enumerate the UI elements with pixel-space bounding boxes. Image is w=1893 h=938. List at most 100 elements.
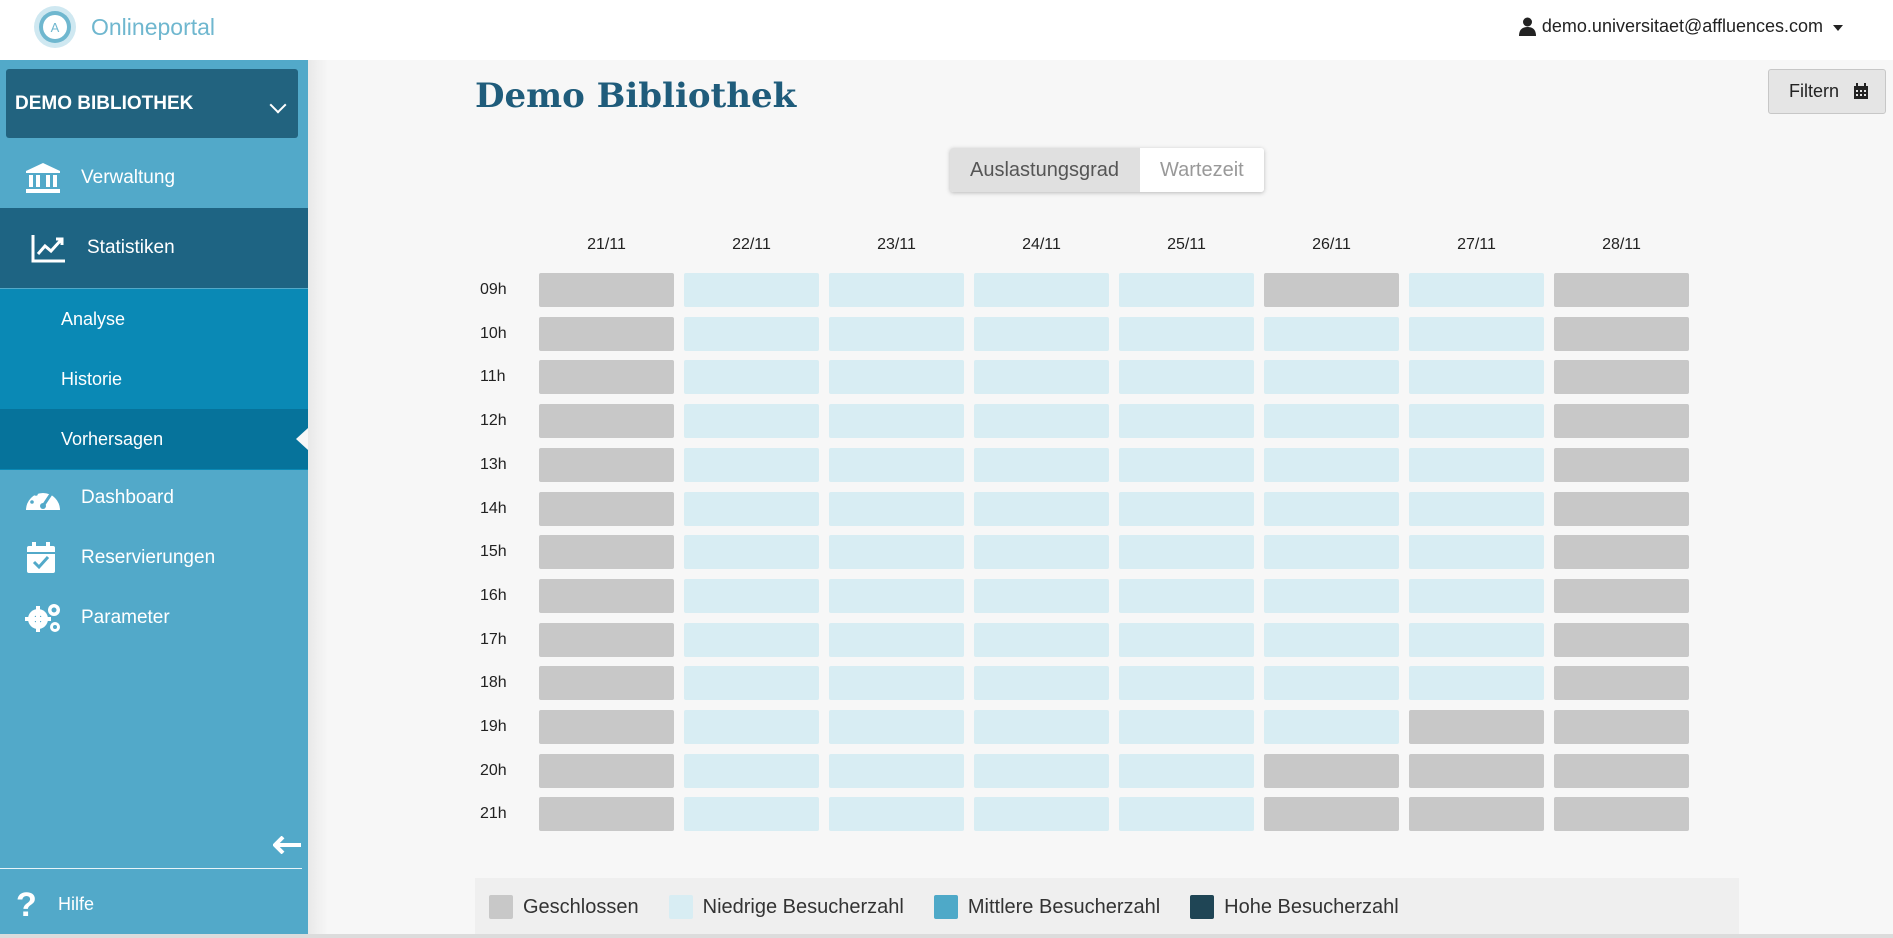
heatmap-cell[interactable] bbox=[684, 447, 819, 482]
sidebar-item-reservierungen[interactable]: Reservierungen bbox=[0, 528, 308, 588]
heatmap-cell[interactable] bbox=[974, 360, 1109, 395]
heatmap-cell[interactable] bbox=[684, 491, 819, 526]
heatmap-cell[interactable] bbox=[539, 535, 674, 570]
heatmap-cell[interactable] bbox=[1409, 491, 1544, 526]
heatmap-cell[interactable] bbox=[974, 797, 1109, 832]
user-menu[interactable]: demo.universitaet@affluences.com bbox=[1518, 16, 1843, 37]
heatmap-cell[interactable] bbox=[539, 316, 674, 351]
heatmap-cell[interactable] bbox=[539, 666, 674, 701]
heatmap-cell[interactable] bbox=[829, 273, 964, 307]
heatmap-cell[interactable] bbox=[829, 491, 964, 526]
heatmap-cell[interactable] bbox=[829, 535, 964, 570]
heatmap-cell[interactable] bbox=[539, 753, 674, 788]
heatmap-cell[interactable] bbox=[974, 447, 1109, 482]
heatmap-cell[interactable] bbox=[974, 710, 1109, 744]
sidebar-item-dashboard[interactable]: Dashboard bbox=[0, 468, 308, 528]
heatmap-cell[interactable] bbox=[1554, 447, 1689, 482]
heatmap-cell[interactable] bbox=[684, 316, 819, 351]
heatmap-cell[interactable] bbox=[1554, 753, 1689, 788]
heatmap-cell[interactable] bbox=[684, 622, 819, 657]
sidebar-subitem-analyse[interactable]: Analyse bbox=[61, 308, 126, 329]
heatmap-cell[interactable] bbox=[1264, 491, 1399, 526]
heatmap-cell[interactable] bbox=[1119, 797, 1254, 832]
heatmap-cell[interactable] bbox=[1554, 622, 1689, 657]
heatmap-cell[interactable] bbox=[1119, 622, 1254, 657]
heatmap-cell[interactable] bbox=[1554, 316, 1689, 351]
heatmap-cell[interactable] bbox=[1409, 797, 1544, 832]
heatmap-cell[interactable] bbox=[1554, 797, 1689, 832]
filter-button[interactable]: Filtern bbox=[1768, 69, 1886, 114]
heatmap-cell[interactable] bbox=[829, 710, 964, 744]
heatmap-cell[interactable] bbox=[684, 710, 819, 744]
heatmap-cell[interactable] bbox=[1119, 491, 1254, 526]
heatmap-cell[interactable] bbox=[829, 360, 964, 395]
heatmap-cell[interactable] bbox=[684, 666, 819, 701]
sidebar-subitem-historie[interactable]: Historie bbox=[61, 368, 123, 389]
heatmap-cell[interactable] bbox=[1554, 578, 1689, 613]
heatmap-cell[interactable] bbox=[1264, 622, 1399, 657]
sidebar-item-parameter[interactable]: Parameter bbox=[0, 588, 308, 648]
heatmap-cell[interactable] bbox=[684, 535, 819, 570]
logo-icon[interactable]: A bbox=[32, 4, 78, 50]
heatmap-cell[interactable] bbox=[684, 273, 819, 307]
heatmap-cell[interactable] bbox=[1119, 273, 1254, 307]
heatmap-cell[interactable] bbox=[829, 622, 964, 657]
heatmap-cell[interactable] bbox=[1409, 666, 1544, 701]
heatmap-cell[interactable] bbox=[539, 360, 674, 395]
heatmap-cell[interactable] bbox=[974, 491, 1109, 526]
heatmap-cell[interactable] bbox=[1554, 491, 1689, 526]
heatmap-cell[interactable] bbox=[829, 316, 964, 351]
heatmap-cell[interactable] bbox=[1554, 535, 1689, 570]
heatmap-cell[interactable] bbox=[1264, 578, 1399, 613]
heatmap-cell[interactable] bbox=[1119, 578, 1254, 613]
collapse-sidebar-icon[interactable] bbox=[273, 836, 303, 854]
help-link[interactable]: ? Hilfe bbox=[0, 876, 308, 931]
heatmap-cell[interactable] bbox=[1554, 273, 1689, 307]
heatmap-cell[interactable] bbox=[829, 666, 964, 701]
heatmap-cell[interactable] bbox=[1264, 360, 1399, 395]
heatmap-cell[interactable] bbox=[684, 578, 819, 613]
heatmap-cell[interactable] bbox=[829, 404, 964, 439]
heatmap-cell[interactable] bbox=[974, 273, 1109, 307]
heatmap-cell[interactable] bbox=[974, 666, 1109, 701]
toggle-wartezeit[interactable]: Wartezeit bbox=[1140, 148, 1264, 192]
heatmap-cell[interactable] bbox=[1264, 447, 1399, 482]
heatmap-cell[interactable] bbox=[1119, 360, 1254, 395]
library-select[interactable]: DEMO BIBLIOTHEK bbox=[6, 69, 298, 138]
toggle-auslastungsgrad[interactable]: Auslastungsgrad bbox=[950, 148, 1140, 192]
heatmap-cell[interactable] bbox=[1554, 710, 1689, 744]
heatmap-cell[interactable] bbox=[1409, 360, 1544, 395]
heatmap-cell[interactable] bbox=[539, 273, 674, 307]
heatmap-cell[interactable] bbox=[539, 578, 674, 613]
heatmap-cell[interactable] bbox=[1119, 535, 1254, 570]
heatmap-cell[interactable] bbox=[539, 797, 674, 832]
heatmap-cell[interactable] bbox=[829, 578, 964, 613]
heatmap-cell[interactable] bbox=[539, 710, 674, 744]
heatmap-cell[interactable] bbox=[684, 360, 819, 395]
heatmap-cell[interactable] bbox=[539, 622, 674, 657]
heatmap-cell[interactable] bbox=[829, 753, 964, 788]
heatmap-cell[interactable] bbox=[1119, 316, 1254, 351]
heatmap-cell[interactable] bbox=[1554, 404, 1689, 439]
heatmap-cell[interactable] bbox=[539, 491, 674, 526]
app-name[interactable]: Onlineportal bbox=[91, 14, 216, 40]
heatmap-cell[interactable] bbox=[1409, 316, 1544, 351]
heatmap-cell[interactable] bbox=[539, 447, 674, 482]
heatmap-cell[interactable] bbox=[974, 316, 1109, 351]
sidebar-item-statistiken[interactable]: Statistiken bbox=[0, 208, 308, 288]
heatmap-cell[interactable] bbox=[1554, 666, 1689, 701]
heatmap-cell[interactable] bbox=[1264, 797, 1399, 832]
heatmap-cell[interactable] bbox=[1554, 360, 1689, 395]
heatmap-cell[interactable] bbox=[1409, 622, 1544, 657]
heatmap-cell[interactable] bbox=[684, 797, 819, 832]
heatmap-cell[interactable] bbox=[539, 404, 674, 439]
heatmap-cell[interactable] bbox=[1264, 710, 1399, 744]
heatmap-cell[interactable] bbox=[1119, 666, 1254, 701]
heatmap-cell[interactable] bbox=[1264, 753, 1399, 788]
heatmap-cell[interactable] bbox=[1409, 578, 1544, 613]
heatmap-cell[interactable] bbox=[1264, 666, 1399, 701]
heatmap-cell[interactable] bbox=[1264, 404, 1399, 439]
heatmap-cell[interactable] bbox=[1119, 710, 1254, 744]
heatmap-cell[interactable] bbox=[1264, 316, 1399, 351]
heatmap-cell[interactable] bbox=[1264, 535, 1399, 570]
